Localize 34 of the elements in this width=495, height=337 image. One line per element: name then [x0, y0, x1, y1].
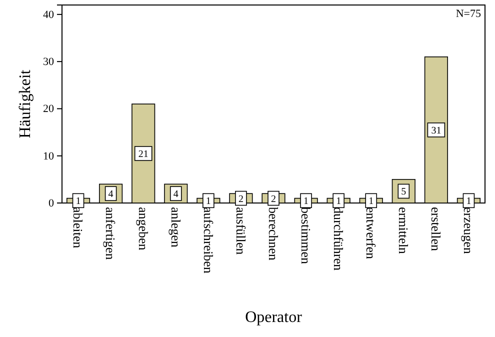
- data-label: 1: [206, 196, 211, 208]
- data-label: 21: [138, 149, 148, 160]
- data-label: 1: [466, 196, 472, 208]
- x-tick-label: durchführen: [331, 207, 346, 272]
- y-tick-label: 10: [43, 150, 54, 162]
- data-label: 5: [401, 186, 406, 198]
- x-tick-label: berechnen: [266, 207, 281, 261]
- data-label: 2: [238, 194, 244, 205]
- data-label: 4: [173, 189, 178, 200]
- data-label: 1: [336, 196, 342, 208]
- y-axis-title: Häufigkeit: [17, 69, 34, 138]
- x-tick-label: aufschreiben: [200, 207, 216, 274]
- x-tick-label: ableiten: [70, 207, 86, 249]
- x-tick-label: ausfüllen: [233, 207, 248, 256]
- x-tick-label: angeben: [136, 207, 151, 251]
- data-label: 4: [108, 189, 114, 200]
- x-tick-label: anfertigen: [103, 207, 118, 260]
- data-label: 2: [271, 194, 276, 205]
- x-tick-label: erstellen: [428, 207, 444, 252]
- x-tick-label: bestimmen: [298, 207, 314, 265]
- annotation: N=75: [456, 8, 482, 20]
- data-label: 1: [304, 196, 309, 208]
- y-tick-label: 40: [43, 8, 54, 21]
- x-tick-label: entwerfen: [364, 207, 379, 260]
- data-label: 1: [368, 196, 374, 208]
- x-tick-label: anlegen: [168, 207, 184, 248]
- x-tick-label: erzeugen: [461, 207, 476, 254]
- data-label: 31: [431, 125, 442, 136]
- x-tick-label: ermitteln: [396, 207, 412, 254]
- y-tick-label: 0: [48, 198, 54, 210]
- y-tick-label: 20: [43, 103, 54, 116]
- data-label: 1: [76, 196, 81, 208]
- y-tick-label: 30: [43, 56, 54, 68]
- x-axis-title: Operator: [245, 309, 303, 326]
